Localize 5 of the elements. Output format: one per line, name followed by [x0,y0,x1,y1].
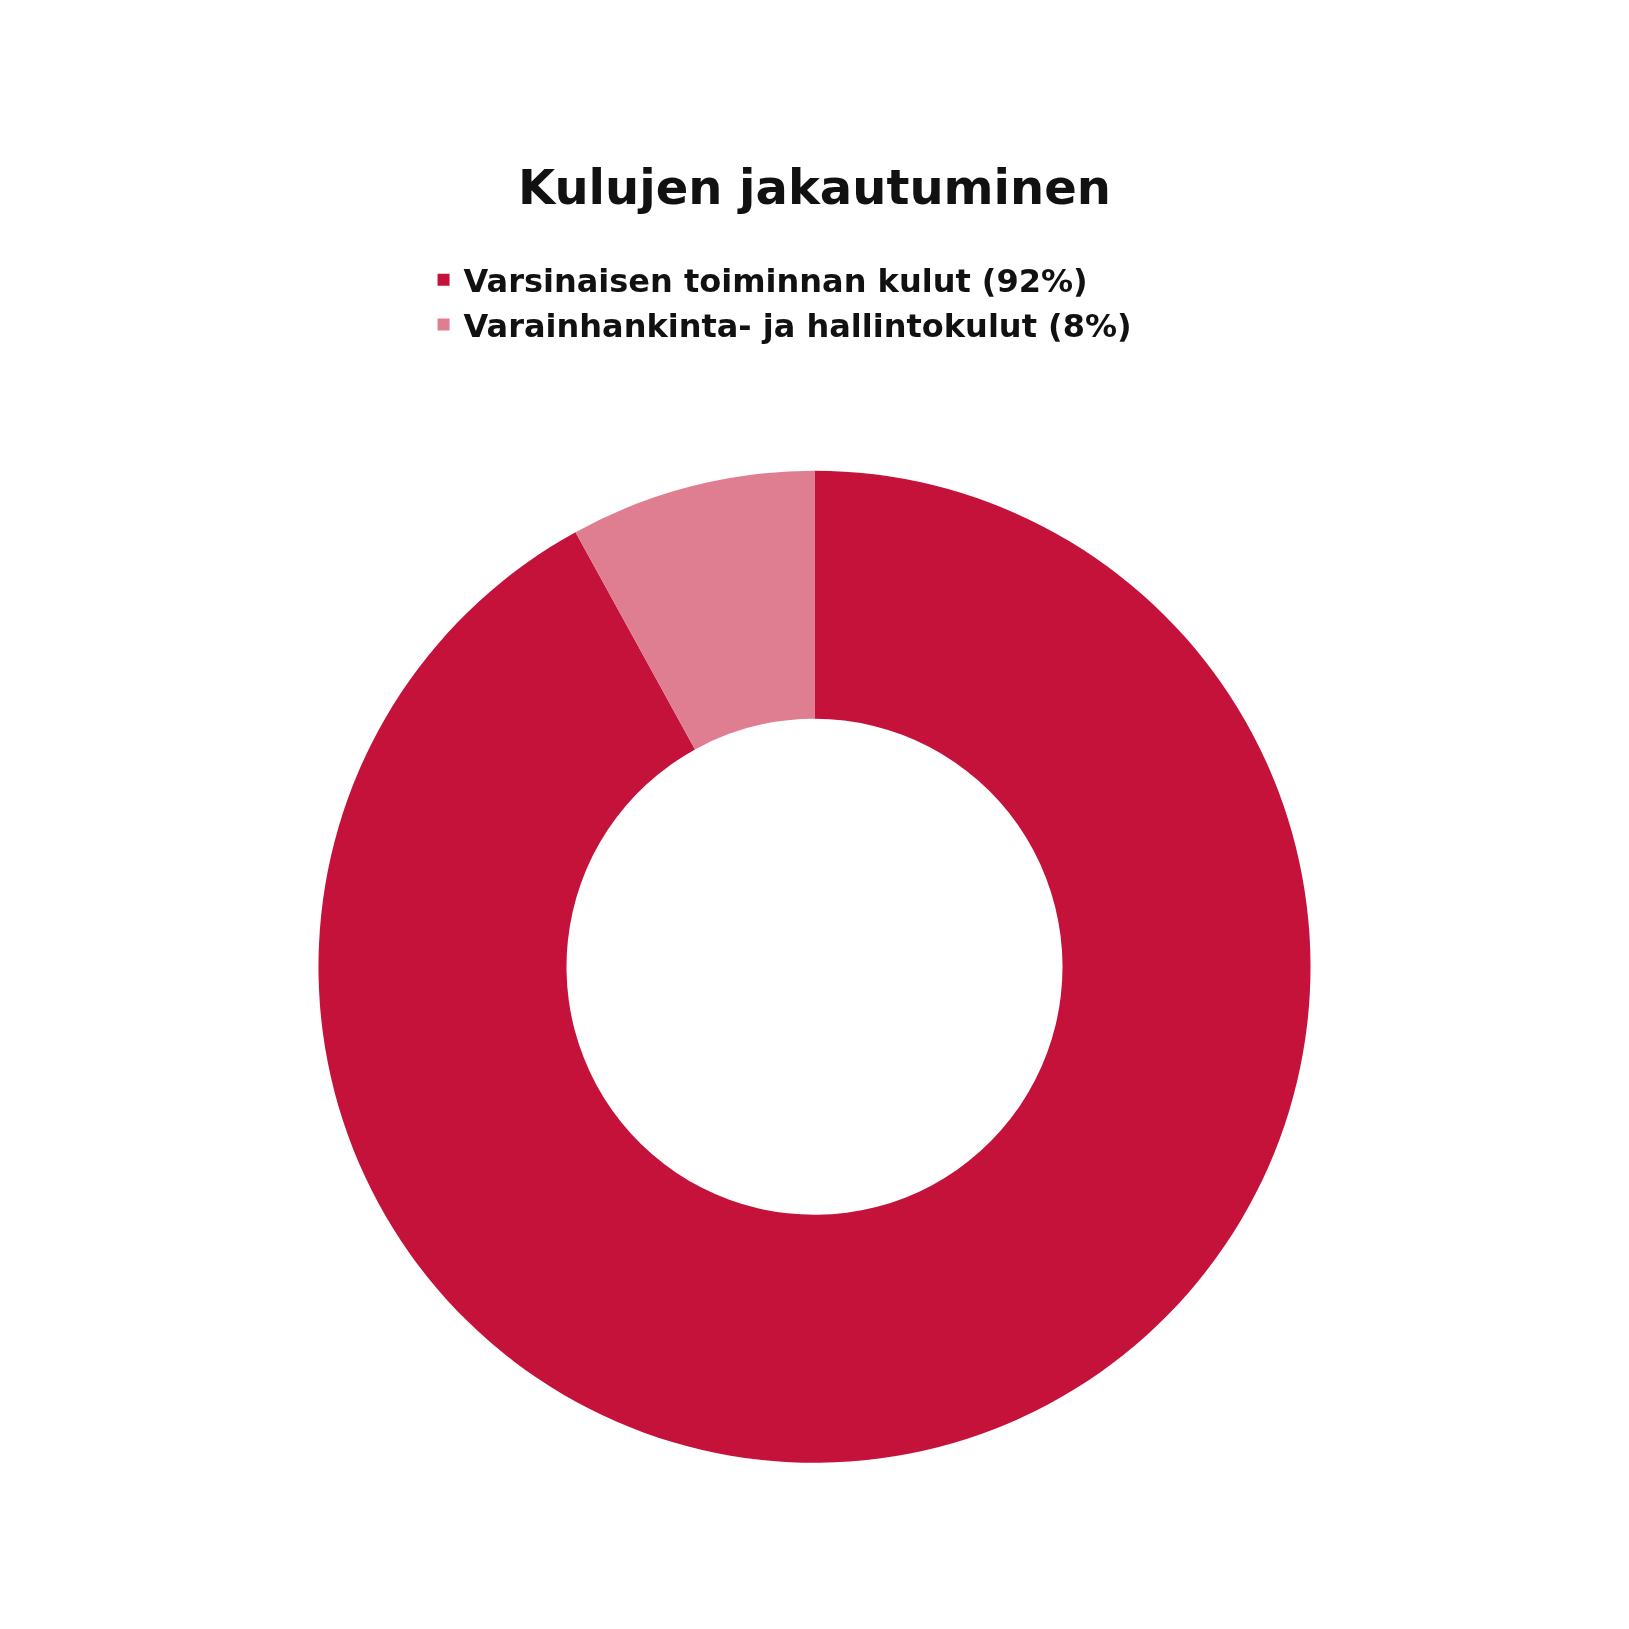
chart-title: Kulujen jakautuminen [518,159,1111,216]
donut-slice [318,470,1311,1462]
legend-label: Varsinaisen toiminnan kulut (92%) [463,262,1088,301]
legend-label: Varainhankinta- ja hallintokulut (8%) [463,306,1132,345]
donut-slice [575,470,815,750]
